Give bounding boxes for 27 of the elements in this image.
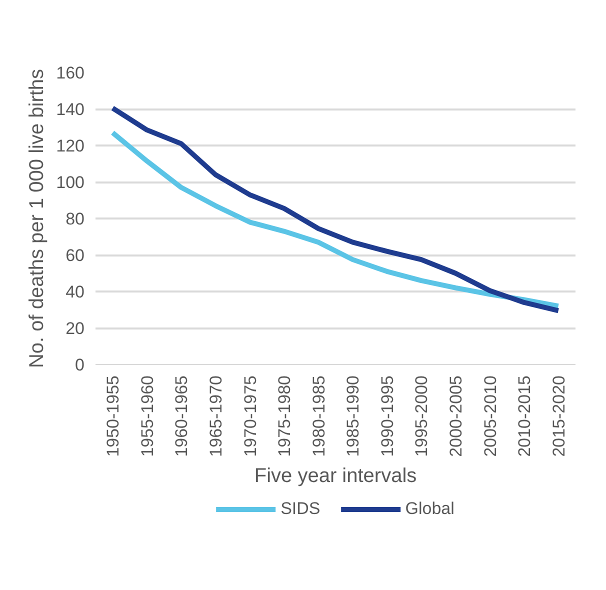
- legend-label: Global: [405, 499, 454, 519]
- y-tick-label: 40: [66, 282, 85, 302]
- x-tick-label: 1980-1985: [309, 375, 328, 457]
- y-tick-label: 80: [66, 210, 85, 228]
- x-tick-label: 1985-1990: [344, 375, 363, 457]
- x-tick-label: 1950-1955: [104, 375, 123, 457]
- x-axis-title: Five year intervals: [254, 464, 417, 487]
- x-tick-label: 1970-1975: [240, 375, 260, 457]
- y-tick-label: 60: [66, 246, 85, 265]
- y-tick-label: 120: [56, 136, 85, 156]
- x-tick-label: 1995-2000: [412, 375, 432, 457]
- x-tick-label: 2010-2015: [515, 375, 534, 457]
- x-tick-label: 2000-2005: [446, 375, 466, 457]
- x-tick-label: 1965-1970: [206, 375, 226, 457]
- y-tick-label: 0: [75, 356, 85, 374]
- y-axis-title: No. of deaths per 1 000 live births: [26, 68, 48, 368]
- x-tick-label: 2015-2020: [549, 375, 568, 457]
- y-tick-label: 100: [56, 173, 85, 192]
- x-tick-label: 1990-1995: [378, 375, 397, 457]
- y-tick-label: 20: [66, 319, 85, 338]
- y-tick-label: 160: [56, 64, 85, 82]
- x-tick-label: 1975-1980: [275, 375, 294, 457]
- y-tick-label: 140: [56, 100, 85, 119]
- legend-label: SIDS: [280, 499, 320, 519]
- x-tick-label: 1960-1965: [172, 375, 192, 457]
- x-tick-label: 2005-2010: [480, 375, 500, 457]
- x-tick-label: 1955-1960: [138, 375, 157, 457]
